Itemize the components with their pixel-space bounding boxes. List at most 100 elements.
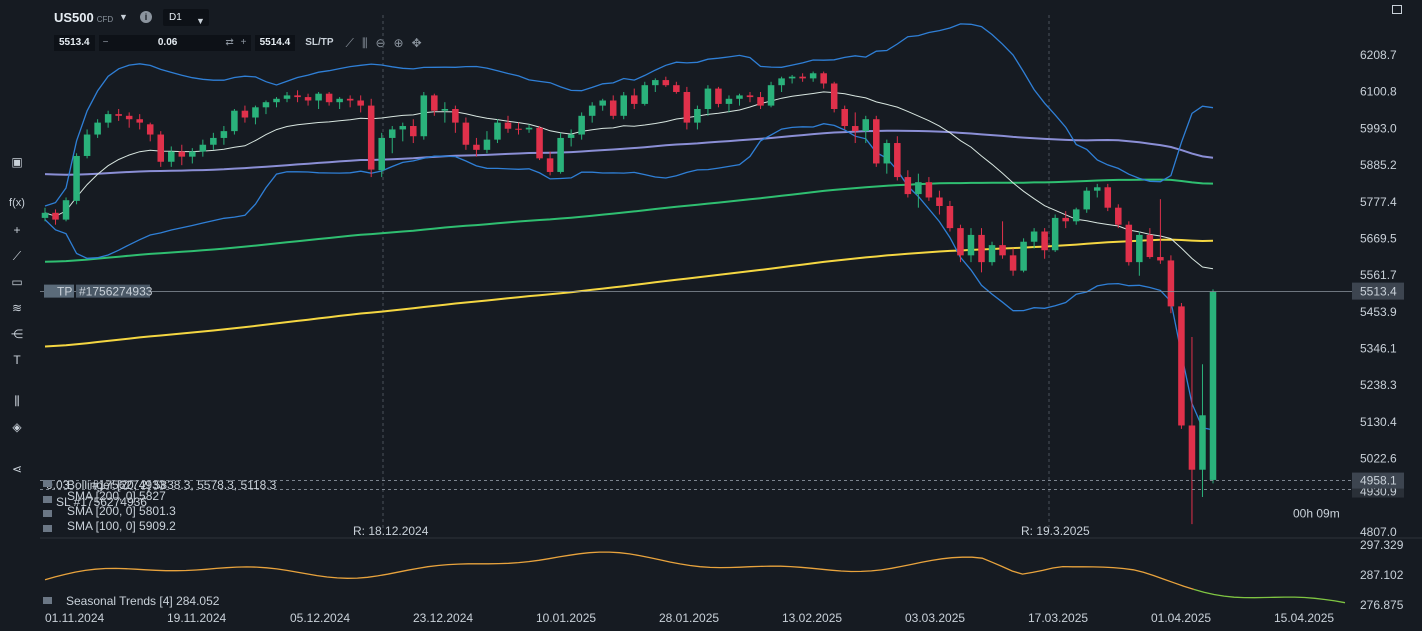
trendline-icon[interactable]: ⟋ — [12, 249, 22, 263]
indicator-lines — [44, 23, 1214, 431]
timeframe-select[interactable]: D1 ▼ — [163, 9, 209, 26]
increase-button[interactable]: + — [240, 37, 247, 48]
line-chart-icon[interactable]: ⟋ — [345, 36, 354, 50]
price-tick-label: 5238.3 — [1360, 378, 1397, 392]
date-tick-label: 19.11.2024 — [167, 611, 226, 625]
oscillator-tick-label: 287.102 — [1360, 568, 1404, 582]
candle-body — [1136, 234, 1143, 263]
indicators-icon[interactable]: ⫼ — [14, 394, 20, 408]
symbol-dropdown-icon[interactable]: ▼ — [119, 12, 128, 22]
decrease-button[interactable]: − — [102, 37, 109, 48]
candle-body — [410, 126, 417, 137]
date-tick-label: 28.01.2025 — [659, 611, 719, 625]
monitor-icon[interactable]: ▣ — [11, 155, 23, 169]
current-price-label: 5513.4 — [1360, 285, 1397, 299]
candle-body — [452, 109, 459, 123]
candle-body — [294, 95, 301, 98]
price-axis: 6208.7 6100.8 5993.0 5885.2 5777.4 5669.5 5561… — [1360, 48, 1397, 539]
candle-body — [146, 124, 154, 135]
share-icon[interactable]: ⋖ — [11, 462, 23, 476]
symbol-name[interactable]: US500 CFD — [54, 10, 114, 25]
candle-body — [494, 122, 501, 140]
function-icon[interactable]: f(x) — [9, 197, 25, 209]
candle-body — [431, 95, 438, 111]
chart-header: US500 CFD ▼ i D1 ▼ 5513.4 − 0.06 ⇄ + 5514.… — [0, 0, 1422, 60]
candle-body — [567, 134, 575, 138]
sltp-button[interactable]: SL/TP — [305, 37, 334, 48]
legend-visibility-icon — [43, 525, 52, 532]
zoom-in-icon[interactable]: ⊕ — [393, 36, 404, 50]
swap-icon[interactable]: ⇄ — [225, 37, 234, 48]
candle-body — [862, 119, 870, 132]
candle-body — [1188, 425, 1196, 470]
candle-body — [515, 128, 522, 130]
quantity-input[interactable]: 0.06 — [157, 37, 178, 48]
candle-body — [988, 245, 996, 263]
info-icon[interactable]: i — [140, 11, 152, 23]
oscillator-panel: 297.329 287.102 276.875 Seasonal Trends [4]… — [43, 538, 1404, 612]
price-tick-label: 6208.7 — [1360, 48, 1397, 62]
candle-body — [346, 98, 354, 101]
legend-order-id: #1756274933 — [92, 478, 166, 492]
candle-body — [178, 151, 186, 157]
rectangle-icon[interactable]: ▭ — [11, 275, 23, 289]
candle-body — [473, 144, 480, 150]
range-marker-label: R: 18.12.2024 — [353, 524, 429, 538]
candle-body — [304, 97, 312, 101]
price-tick-label: 4807.0 — [1360, 525, 1397, 539]
candle-body — [420, 95, 428, 137]
candle-body — [325, 93, 333, 103]
candle-body — [1072, 209, 1080, 222]
candle-body — [915, 182, 922, 195]
bollinger-middle-line — [44, 91, 1214, 270]
crosshair-icon[interactable]: ✥ — [411, 36, 422, 50]
candle-body — [683, 91, 691, 123]
candle-body — [894, 143, 901, 178]
candle-body — [1125, 224, 1133, 263]
candle-body — [936, 197, 943, 206]
sell-price[interactable]: 5513.4 — [54, 35, 95, 51]
candle-body — [1062, 217, 1069, 222]
candle-body — [1199, 415, 1206, 470]
fibonacci-icon[interactable]: ≋ — [11, 301, 23, 315]
price-tick-label: 5777.4 — [1360, 195, 1397, 209]
candle-body — [630, 95, 638, 104]
candle-body — [925, 182, 933, 198]
candle-body — [652, 80, 659, 86]
trade-bar: 5513.4 − 0.06 ⇄ + 5514.4 SL/TP ⟋ ⫼ ⊖ ⊕ ✥ — [54, 35, 422, 51]
chevron-down-icon: ▼ — [196, 16, 205, 26]
quantity-stepper: − 0.06 ⇄ + — [98, 35, 251, 51]
candle-body — [873, 119, 880, 164]
date-tick-label: 05.12.2024 — [290, 611, 350, 625]
legend-visibility-icon — [43, 496, 52, 503]
candle-body — [1104, 187, 1112, 208]
symbol-type-tag: CFD — [96, 15, 114, 24]
date-tick-label: 01.11.2024 — [45, 611, 104, 625]
candle-body — [83, 134, 91, 156]
candle-body — [578, 115, 585, 135]
candles-icon[interactable]: ⫼ — [361, 36, 368, 50]
candle-body — [462, 122, 470, 145]
price-tick-label: 5346.1 — [1360, 342, 1397, 356]
candle-body — [999, 245, 1006, 256]
candle-body — [1030, 231, 1038, 242]
oscillator-tick-label: 297.329 — [1360, 538, 1404, 552]
buy-price[interactable]: 5514.4 — [254, 35, 296, 51]
zoom-out-icon[interactable]: ⊖ — [375, 36, 386, 50]
legend-visibility-icon — [43, 480, 52, 487]
candle-body — [189, 151, 196, 157]
candle-body — [210, 137, 217, 145]
layers-icon[interactable]: ◈ — [12, 420, 22, 434]
crosshair-icon[interactable]: + — [13, 223, 21, 237]
candle-body — [199, 144, 207, 152]
candle-body — [757, 97, 764, 106]
text-icon[interactable]: T — [13, 353, 21, 367]
candle-body — [725, 98, 733, 104]
pitchfork-icon[interactable]: ⋲ — [11, 327, 23, 341]
date-tick-label: 01.04.2025 — [1151, 611, 1211, 625]
maximize-icon[interactable] — [1392, 5, 1402, 14]
bollinger-upper-line — [44, 23, 1214, 207]
candle-body — [946, 205, 954, 229]
